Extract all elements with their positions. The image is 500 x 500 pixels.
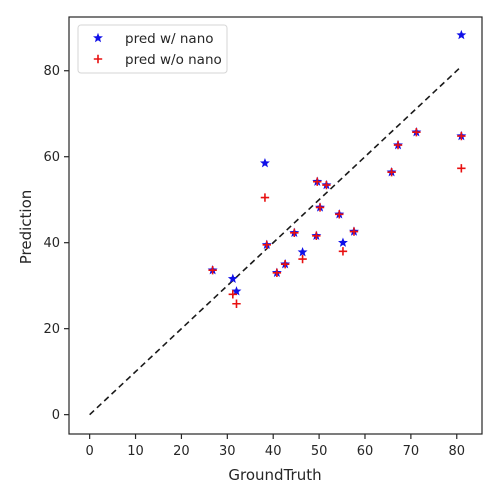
y-tick-label-60: 60: [43, 150, 60, 165]
series-1-point-5: [272, 268, 282, 277]
series-1-point-2: [232, 299, 241, 308]
x-tick-label-40: 40: [265, 444, 282, 459]
x-tick-label-30: 30: [219, 444, 236, 459]
series-1-point-19: [457, 131, 466, 141]
legend-marker-1: [93, 54, 103, 64]
y-tick-label-40: 40: [43, 236, 60, 251]
legend-marker-0: [93, 32, 103, 43]
x-axis-label: GroundTruth: [228, 466, 321, 484]
series-1-point-12: [322, 180, 331, 190]
series-1-point-18: [412, 128, 421, 137]
series-0-point-14: [338, 237, 348, 247]
identity-reference-line: [89, 65, 462, 416]
y-axis-label: Prediction: [17, 190, 35, 265]
series-0-point-2: [231, 286, 242, 296]
legend-label-0: pred w/ nano: [125, 31, 214, 47]
plot-frame: [68, 16, 483, 435]
series-1-point-6: [280, 259, 290, 269]
y-tick-label-0: 0: [52, 408, 60, 423]
series-1-point-9: [312, 231, 321, 241]
x-tick-label-50: 50: [311, 444, 328, 459]
y-tick-label-80: 80: [43, 64, 60, 79]
series-1-point-16: [387, 167, 396, 177]
data-marks: [89, 29, 467, 416]
series-1-point-7: [290, 228, 299, 238]
series-1-point-4: [262, 240, 271, 250]
x-tick-label-10: 10: [127, 444, 144, 459]
series-1-point-14: [338, 247, 348, 256]
legend-box: [77, 24, 228, 74]
series-1-point-17: [393, 140, 403, 150]
y-tick-label-20: 20: [43, 322, 60, 337]
series-0-point-3: [260, 157, 270, 168]
legend: pred w/ nano pred w/o nano: [77, 24, 228, 74]
axes: 0 10 20 30 40 50 60 70 80 0 20 40 60 80: [43, 16, 483, 459]
series-1-point-1: [228, 290, 238, 299]
legend-label-1: pred w/o nano: [125, 52, 222, 68]
x-tick-label-70: 70: [403, 444, 420, 459]
x-tick-label-0: 0: [86, 444, 94, 459]
series-1-point-8: [298, 254, 307, 264]
x-tick-label-20: 20: [173, 444, 190, 459]
series-1-point-20: [457, 164, 466, 173]
x-tick-label-80: 80: [448, 444, 465, 459]
series-1-point-15: [349, 227, 359, 236]
series-1-point-3: [260, 193, 270, 202]
series-0-point-1: [227, 273, 238, 284]
series-0-point-8: [297, 246, 308, 257]
series-1-point-10: [313, 177, 322, 186]
x-tick-label-60: 60: [357, 444, 374, 459]
series-1-point-11: [315, 203, 325, 212]
series-0-point-20: [456, 29, 467, 40]
series-1-point-0: [208, 266, 217, 275]
series-1-point-13: [335, 210, 344, 219]
